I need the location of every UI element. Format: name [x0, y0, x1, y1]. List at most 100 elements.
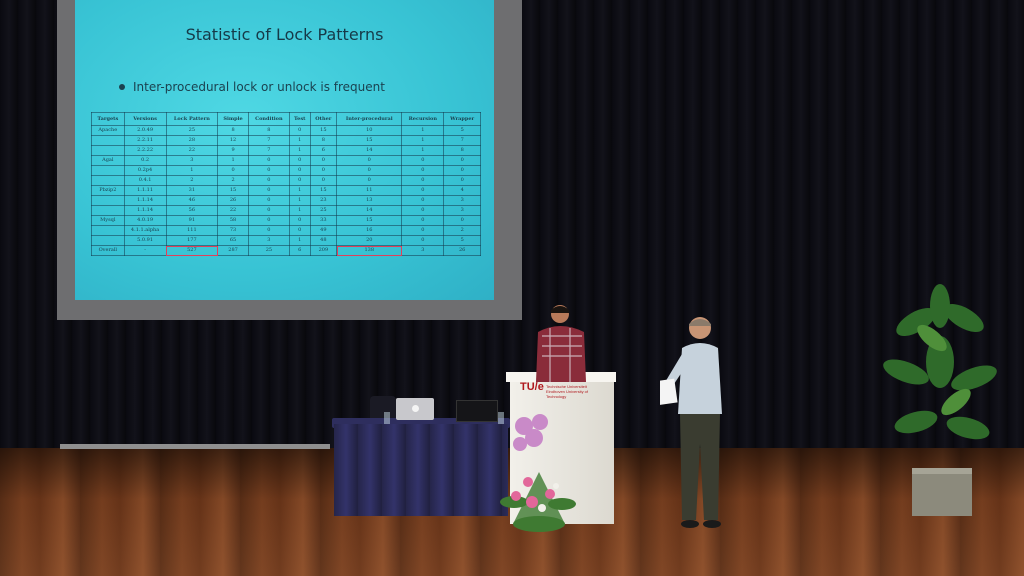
- table-row: Mysql 4.0.19 91 58 0 0 33 15 0 0: [91, 215, 481, 226]
- table-cell: 177: [165, 235, 219, 246]
- table-cell: 8: [309, 135, 338, 146]
- table-cell: -: [123, 245, 167, 256]
- table-cell: 0: [443, 215, 481, 226]
- slide-title: Statistic of Lock Patterns: [185, 25, 384, 44]
- table-cell: 58: [217, 215, 249, 226]
- table-cell: 4.1.1.alpha: [123, 225, 167, 236]
- table-cell: 5.0.91: [123, 235, 167, 246]
- table-cell: 14: [336, 205, 403, 216]
- table-cell: [91, 225, 125, 236]
- table-cell: 0: [247, 165, 290, 176]
- speaker-person: [536, 305, 586, 382]
- table-cloth: [334, 424, 508, 516]
- table-cell: 26: [217, 195, 249, 206]
- table-cell: 5: [443, 125, 481, 136]
- table-cell: 0: [247, 155, 290, 166]
- table-header-cell: Wrapper: [443, 112, 481, 126]
- table-cell: [91, 205, 125, 216]
- table-cell: 1: [288, 185, 311, 196]
- table-body: Apache 2.0.49 25 8 8 0 15 10 1 5 2.2.11 28 12 7 1 8 15 1 7…: [91, 125, 481, 256]
- table-cell: 1: [401, 125, 445, 136]
- table-header-cell: Inter-procedural: [336, 112, 403, 126]
- table-cell: 4: [443, 185, 481, 196]
- table-cell: 1.1.14: [123, 205, 167, 216]
- table-cell: 16: [336, 225, 403, 236]
- flower-bouquet: [500, 414, 576, 532]
- table-cell: 0.4.1: [123, 175, 167, 186]
- table-cell: [91, 135, 125, 146]
- table-cell: 6: [288, 245, 311, 256]
- table-row: Overall -527 287 25 6 209 138 3 26: [91, 245, 481, 256]
- slide-bullet-text: Inter-procedural lock or unlock is frequ…: [133, 80, 385, 94]
- table-cell: 2.2.22: [123, 145, 167, 156]
- table-cell: 0: [309, 155, 338, 166]
- table-cell: 73: [217, 225, 249, 236]
- table-cell: 3: [443, 205, 481, 216]
- table-cell: 2: [165, 175, 219, 186]
- table-cell: 48: [309, 235, 338, 246]
- table-cell: 15: [336, 215, 403, 226]
- table-cell: 7: [247, 145, 290, 156]
- table-cell: 8: [443, 145, 481, 156]
- table-cell: [91, 165, 125, 176]
- table-cell: 0: [336, 175, 403, 186]
- stage-edge-strip: [60, 444, 330, 449]
- table-cell: 1: [288, 195, 311, 206]
- table-cell: 1: [165, 165, 219, 176]
- table-cell: 33: [309, 215, 338, 226]
- table-cell: 0: [288, 215, 311, 226]
- table-cell: 0: [401, 195, 445, 206]
- table-row: Apache 2.0.49 25 8 8 0 15 10 1 5: [91, 125, 481, 136]
- table-cell: 1: [288, 205, 311, 216]
- table-cell: 1: [401, 145, 445, 156]
- table-cell: 31: [165, 185, 219, 196]
- table-cell: 15: [217, 185, 249, 196]
- table-cell: 26: [443, 245, 481, 256]
- table-header-cell: Condition: [247, 112, 290, 126]
- table-row: 5.0.91 177 65 3 1 48 20 0 5: [91, 235, 481, 246]
- table-cell: 0: [247, 195, 290, 206]
- table-cell: 0: [401, 205, 445, 216]
- table-cell: 7: [443, 135, 481, 146]
- table-cell: 49: [309, 225, 338, 236]
- presentation-slide: Statistic of Lock Patterns Inter-procedu…: [75, 0, 494, 300]
- university-subtitle: Technische Universiteit Eindhoven Univer…: [546, 384, 589, 399]
- table-row: 2.2.22 22 9 7 1 6 14 1 8: [91, 145, 481, 156]
- table-cell: 56: [165, 205, 219, 216]
- table-cell: 1: [401, 135, 445, 146]
- table-row: 4.1.1.alpha 111 73 0 0 49 16 0 2: [91, 225, 481, 236]
- table-header-cell: Simple: [217, 112, 249, 126]
- table-cell: 3: [443, 195, 481, 206]
- table-cell: 138: [336, 245, 403, 256]
- table-cell: 0: [309, 175, 338, 186]
- table-header-cell: Targets: [91, 112, 125, 126]
- table-cell: 2.2.11: [123, 135, 167, 146]
- table-cell: 0: [401, 165, 445, 176]
- table-cell: 0: [247, 185, 290, 196]
- table-cell: 1.1.14: [123, 195, 167, 206]
- table-cell: 25: [309, 205, 338, 216]
- table-cell: 91: [165, 215, 219, 226]
- table-row: 0.4.1 2 2 0 0 0 0 0 0: [91, 175, 481, 186]
- table-row: Agal 0.2 3 1 0 0 0 0 0 0: [91, 155, 481, 166]
- table-cell: 0.2p4: [123, 165, 167, 176]
- table-cell: 0: [401, 155, 445, 166]
- table-cell: 5: [443, 235, 481, 246]
- table-cell: 1: [217, 155, 249, 166]
- table-cell: 25: [247, 245, 290, 256]
- table-cell: 1: [288, 145, 311, 156]
- table-cell: [91, 175, 125, 186]
- table-top: [332, 418, 510, 428]
- table-cell: 0: [247, 205, 290, 216]
- table-cell: 22: [217, 205, 249, 216]
- table-row: 1.1.14 56 22 0 1 25 14 0 3: [91, 205, 481, 216]
- table-cell: 22: [165, 145, 219, 156]
- table-cell: 0: [247, 225, 290, 236]
- table-cell: 9: [217, 145, 249, 156]
- table-cell: Apache: [91, 125, 125, 136]
- table-cell: 0: [401, 185, 445, 196]
- table-cell: 0: [443, 165, 481, 176]
- table-cell: 3: [247, 235, 290, 246]
- monitor: [456, 400, 498, 422]
- table-header-cell: Other: [309, 112, 338, 126]
